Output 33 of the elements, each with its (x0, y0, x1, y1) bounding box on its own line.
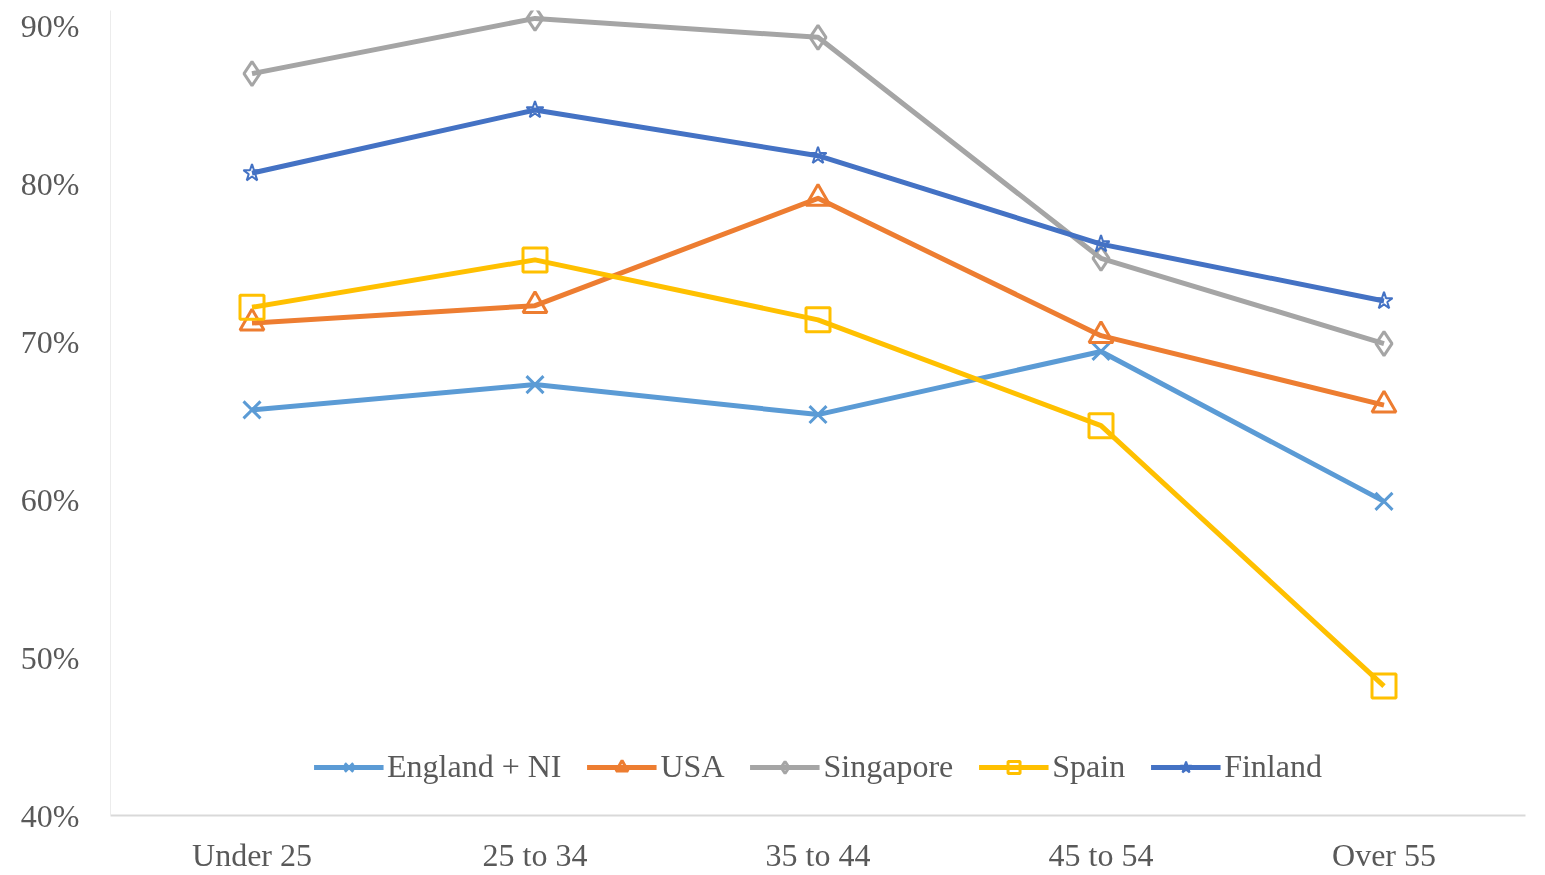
x-tick-label: Under 25 (192, 836, 312, 873)
point (242, 399, 262, 420)
point (525, 374, 545, 395)
point (1370, 672, 1398, 700)
y-tick-label: 40% (20, 797, 80, 834)
x-tick-label: Over 55 (1332, 836, 1436, 873)
point (1374, 330, 1394, 358)
point (808, 404, 828, 425)
y-tick-label: 90% (20, 8, 80, 45)
point (808, 145, 828, 164)
point (238, 293, 266, 321)
point (242, 60, 262, 88)
point (242, 163, 262, 182)
x-tick-label: 35 to 44 (765, 836, 871, 873)
point (1374, 491, 1394, 512)
x-tick-label: 45 to 54 (1048, 836, 1154, 873)
point (804, 306, 832, 334)
y-tick-label: 80% (20, 166, 80, 203)
point (521, 246, 549, 274)
point (1091, 234, 1111, 253)
point (808, 23, 828, 51)
x-tick-label: 25 to 34 (482, 836, 588, 873)
point (1374, 290, 1394, 310)
legend-label: USA (660, 748, 725, 785)
legend-label: Singapore (823, 748, 954, 785)
y-tick-label: 60% (20, 481, 80, 518)
point (1087, 412, 1115, 440)
point (525, 99, 545, 119)
y-tick-label: 70% (20, 323, 80, 360)
legend-label: Finland (1224, 748, 1322, 785)
legend-label: Spain (1052, 748, 1126, 785)
legend-label: England + NI (387, 748, 562, 785)
y-tick-label: 50% (20, 639, 80, 676)
